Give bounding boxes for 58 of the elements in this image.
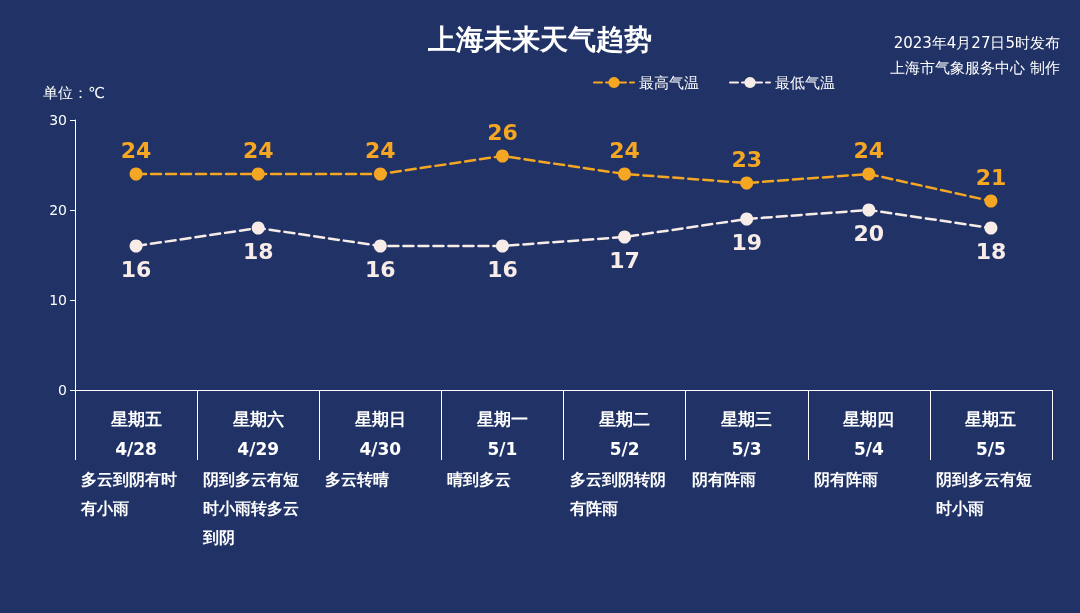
text: 多云转晴: [325, 470, 390, 489]
text: 阴有阵雨: [691, 470, 756, 489]
data-label: 23: [731, 147, 762, 172]
text: 2023年4月27日5时发布: [893, 33, 1061, 52]
point: [862, 203, 876, 217]
y-tick-label: 20: [49, 202, 67, 218]
data-label: 17: [609, 248, 640, 273]
point: [618, 167, 632, 181]
point: [495, 149, 509, 163]
data-label: 24: [365, 138, 396, 163]
point: [129, 167, 143, 181]
chart-title: 上海未来天气趋势: [427, 22, 652, 56]
text: 阴到多云有短时小雨: [935, 470, 1032, 518]
point: [373, 239, 387, 253]
point: [495, 239, 509, 253]
point: [618, 230, 632, 244]
x-tick-label: 星期五 5/5: [964, 409, 1017, 459]
x-tick-label: 星期一 5/1: [475, 409, 528, 459]
text: 晴到多云: [447, 470, 512, 489]
y-axis-title: 单位：℃: [43, 83, 105, 102]
data-label: 19: [731, 230, 762, 255]
point: [984, 221, 998, 235]
point: [862, 167, 876, 181]
legend-label: 最高气温: [639, 73, 699, 92]
text: 阴到多云有短时小雨转多云到阴: [202, 470, 300, 547]
y-tick-label: 30: [49, 112, 67, 128]
data-label: 24: [120, 138, 152, 163]
data-label: 20: [853, 221, 885, 246]
text: 阴有阵雨: [813, 470, 878, 489]
data-label: 16: [487, 257, 518, 282]
data-label: 16: [120, 257, 152, 282]
data-label: 18: [975, 239, 1007, 264]
x-tick-label: 星期五 4/28: [109, 409, 162, 459]
x-tick-label: 星期二 5/2: [598, 409, 651, 459]
y-tick-label: 10: [49, 292, 67, 308]
data-label: 21: [975, 165, 1007, 190]
data-label: 26: [487, 120, 518, 145]
point: [251, 221, 265, 235]
text: 多云到阴转阴有阵雨: [568, 470, 666, 518]
data-label: 24: [242, 138, 274, 163]
x-tick-label: 星期三 5/3: [720, 409, 773, 459]
point: [740, 212, 754, 226]
data-label: 24: [853, 138, 885, 163]
text: 多云到阴有时有小雨: [80, 470, 177, 518]
point: [251, 167, 265, 181]
x-tick-label: 星期六 4/29: [231, 409, 284, 459]
data-label: 24: [609, 138, 640, 163]
text: 上海市气象服务中心 制作: [890, 58, 1061, 77]
y-tick-label: 0: [58, 382, 67, 398]
legend-label: 最低气温: [775, 73, 835, 92]
data-label: 16: [365, 257, 396, 282]
x-tick-label: 星期四 5/4: [842, 409, 895, 459]
x-tick-label: 星期日 4/30: [353, 409, 406, 459]
point: [740, 176, 754, 190]
point: [129, 239, 143, 253]
point: [984, 194, 998, 208]
data-label: 18: [242, 239, 274, 264]
point: [373, 167, 387, 181]
